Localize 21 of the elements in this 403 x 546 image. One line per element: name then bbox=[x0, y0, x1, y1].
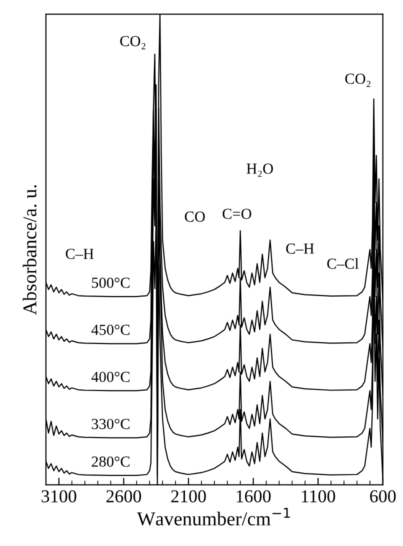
y-axis-title: Absorbance/a. u. bbox=[22, 185, 37, 315]
x-tick-label: 2600 bbox=[106, 490, 142, 502]
annotation: C–H bbox=[286, 244, 314, 254]
annotation: CO₂ bbox=[120, 36, 146, 50]
annotation: H₂O bbox=[246, 164, 273, 177]
series-label: 280°C bbox=[92, 456, 130, 467]
annotation: CO bbox=[184, 212, 205, 222]
series-label: 330°C bbox=[92, 418, 130, 430]
annotation: C–Cl bbox=[327, 258, 359, 269]
annotation: C=O bbox=[222, 208, 252, 219]
x-tick-label: 2100 bbox=[171, 490, 206, 502]
series-label: 450°C bbox=[91, 324, 130, 335]
x-tick-label: 3100 bbox=[42, 490, 76, 502]
series-label: 500°C bbox=[92, 278, 130, 288]
annotation: C–H bbox=[66, 248, 94, 259]
x-axis-title: Wavenumber/cm$^{−1}$ bbox=[137, 508, 290, 526]
x-tick-label: 1100 bbox=[302, 490, 336, 502]
x-tick-label: 1600 bbox=[236, 490, 271, 502]
annotation: CO₂ bbox=[345, 74, 370, 87]
x-tick-label: 600 bbox=[370, 490, 396, 502]
series-label: 400°C bbox=[91, 372, 130, 382]
